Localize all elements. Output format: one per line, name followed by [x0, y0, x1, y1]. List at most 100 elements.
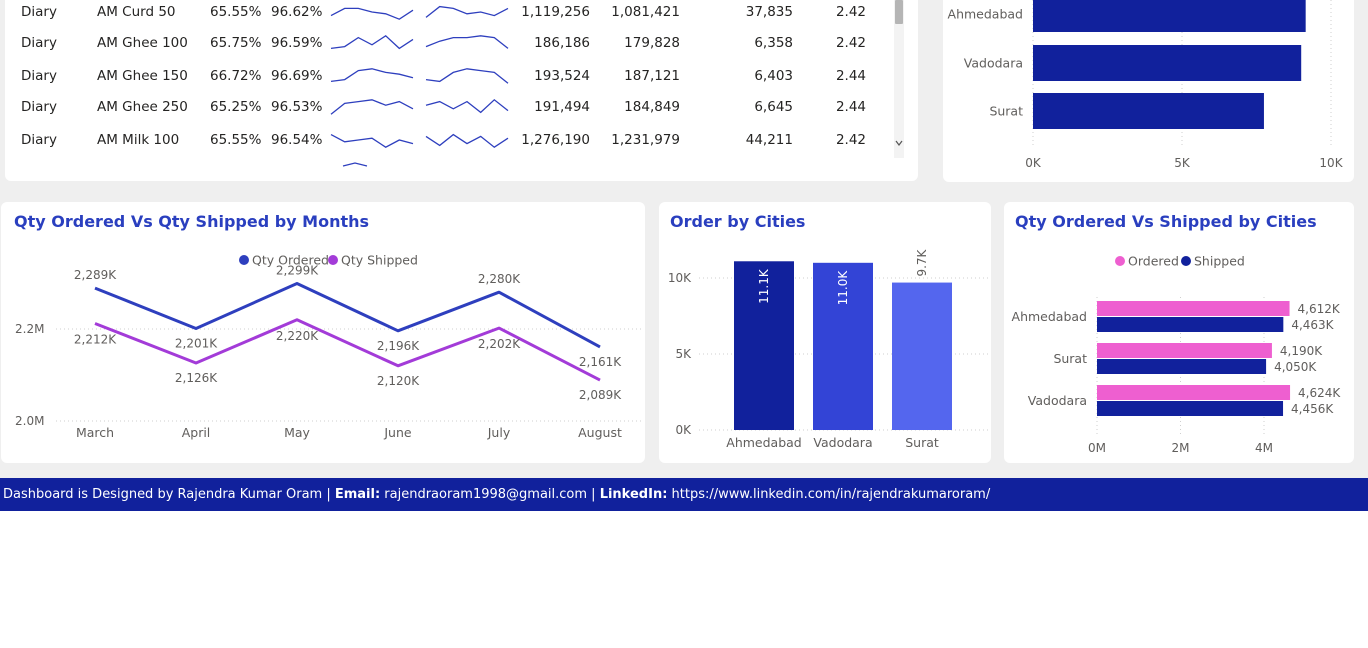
sparkline-2 [425, 133, 509, 149]
shipped-cities-title: Qty Ordered Vs Shipped by Cities [1015, 212, 1317, 231]
cell-product: AM Ghee 250 [97, 99, 188, 115]
data-label: 2,089K [579, 388, 622, 402]
data-label: 2,289K [74, 268, 117, 282]
legend-label: Ordered [1128, 254, 1179, 269]
y-tick-label: 5K [675, 347, 692, 361]
shipped-cities-bar-chart: Ordered Shipped 0M 2M 4M Ahmedabad 4,612K 4,463… [1012, 254, 1342, 456]
data-label: 2,299K [276, 263, 319, 277]
cell-product: AM Ghee 150 [97, 68, 188, 84]
months-chart-title: Qty Ordered Vs Qty Shipped by Months [14, 212, 370, 231]
table-row: Diary AM Ghee 150 66.72% 96.69% 193,524 187,1… [21, 68, 866, 84]
data-label: 2,212K [74, 332, 117, 346]
data-label: 2,161K [579, 355, 622, 369]
data-label: 4,456K [1291, 402, 1334, 416]
sparkline-1 [330, 134, 414, 148]
cell-qty-ordered: 1,119,256 [521, 4, 590, 20]
series-line [94, 282, 601, 349]
cell-pct-1: 66.72% [210, 68, 262, 84]
footer-email[interactable]: rajendraoram1998@gmail.com | [380, 487, 600, 502]
x-tick-label: 2M [1172, 441, 1190, 455]
category-label: Vadodara [1028, 393, 1087, 408]
sparkline-1 [330, 34, 414, 50]
legend-marker [239, 255, 249, 265]
cell-pct-2: 96.69% [271, 68, 323, 84]
x-tick-label: July [487, 425, 511, 440]
cities-column-chart: 10K 5K 0K Ahmedabad 11.1K Vadodara 11.0K Surat 9… [668, 248, 989, 450]
data-label: 4,050K [1274, 360, 1317, 374]
cell-average: 2.42 [836, 4, 866, 20]
cell-product: AM Milk 100 [97, 132, 179, 148]
cell-category: Diary [21, 99, 57, 115]
x-tick-label: 0K [1025, 156, 1042, 170]
sparkline-2 [425, 98, 509, 114]
cell-pct-2: 96.53% [271, 99, 323, 115]
cell-qty-shipped: 187,121 [624, 68, 680, 84]
x-tick-label: 0M [1088, 441, 1106, 455]
sparkline-2 [425, 35, 509, 49]
cell-orders: 6,645 [754, 99, 793, 115]
x-tick-label: March [76, 425, 114, 440]
y-tick-label: 10K [668, 271, 692, 285]
footer-linkedin[interactable]: https://www.linkedin.com/in/rajendrakuma… [667, 487, 991, 502]
scroll-down-arrow-icon[interactable] [895, 140, 903, 146]
x-tick-label: August [578, 425, 622, 440]
legend-label: Shipped [1194, 254, 1245, 269]
cell-pct-2: 96.59% [271, 35, 323, 51]
x-tick-label: June [383, 425, 412, 440]
bar [813, 262, 873, 430]
cities-chart-card: Order by Cities 10K 5K 0K Ahmedabad 11.1K Vad… [659, 202, 991, 463]
x-tick-label: 5K [1174, 156, 1191, 170]
cell-orders: 6,403 [754, 68, 793, 84]
footer-credits: Dashboard is Designed by Rajendra Kumar … [0, 478, 1368, 511]
cell-average: 2.42 [836, 132, 866, 148]
bar [1097, 401, 1284, 416]
bar [734, 261, 794, 430]
city-bar-chart: Ahmedabad Vadodara Surat 0K 5K 10K [948, 0, 1344, 170]
product-table-card: Diary AM Curd 50 65.55% 96.62% 1,119,256 1,08… [5, 0, 918, 181]
footer-prefix: Dashboard is Designed by Rajendra Kumar … [3, 487, 335, 502]
y-tick-label: 2.2M [15, 322, 44, 336]
table-scroll-thumb[interactable] [895, 0, 903, 24]
cell-pct-2: 96.62% [271, 4, 323, 20]
data-label: 4,624K [1298, 386, 1341, 400]
data-label: 11.0K [836, 270, 850, 306]
cell-orders: 6,358 [754, 35, 793, 51]
cell-pct-1: 65.25% [210, 99, 262, 115]
category-label: Ahmedabad [948, 7, 1023, 22]
data-label: 2,280K [478, 272, 521, 286]
cell-average: 2.44 [836, 68, 866, 84]
table-row: Diary AM Ghee 250 65.25% 96.53% 191,494 184,8… [21, 98, 866, 115]
cell-qty-shipped: 184,849 [624, 99, 680, 115]
bar [1033, 93, 1264, 129]
data-label: 2,196K [377, 339, 420, 353]
sparkline-1 [330, 7, 414, 20]
footer-email-label: Email: [334, 487, 381, 502]
data-label: 11.1K [757, 268, 771, 304]
cell-product: AM Ghee 100 [97, 35, 188, 51]
y-tick-label: 2.0M [15, 414, 44, 428]
cell-average: 2.44 [836, 99, 866, 115]
legend-label: Qty Ordered [252, 253, 329, 268]
bar [1097, 317, 1284, 332]
category-label: Ahmedabad [1012, 309, 1087, 324]
x-tick-label: 4M [1255, 441, 1273, 455]
cell-qty-ordered: 186,186 [534, 35, 590, 51]
months-line-chart: Qty Ordered Qty Shipped 2.2M 2.0M March April… [15, 253, 641, 440]
sparkline-2 [425, 5, 509, 18]
table-row: Diary AM Curd 50 65.55% 96.62% 1,119,256 1,08… [21, 4, 866, 20]
table-row: Diary AM Milk 100 65.55% 96.54% 1,276,190 1,2… [21, 132, 866, 149]
bar [1033, 0, 1306, 32]
x-tick-label: April [182, 425, 211, 440]
months-chart-card: Qty Ordered Vs Qty Shipped by Months Qty… [1, 202, 645, 463]
cell-pct-2: 96.54% [271, 132, 323, 148]
bar [1033, 45, 1302, 81]
cell-category: Diary [21, 68, 57, 84]
cell-pct-1: 65.55% [210, 4, 262, 20]
x-tick-label: Vadodara [813, 435, 872, 450]
table-scroll-track [894, 0, 904, 158]
category-label: Surat [989, 104, 1023, 119]
category-label: Surat [1053, 351, 1087, 366]
data-label: 2,201K [175, 337, 218, 351]
cell-category: Diary [21, 132, 57, 148]
sparkline-1 [330, 68, 414, 83]
